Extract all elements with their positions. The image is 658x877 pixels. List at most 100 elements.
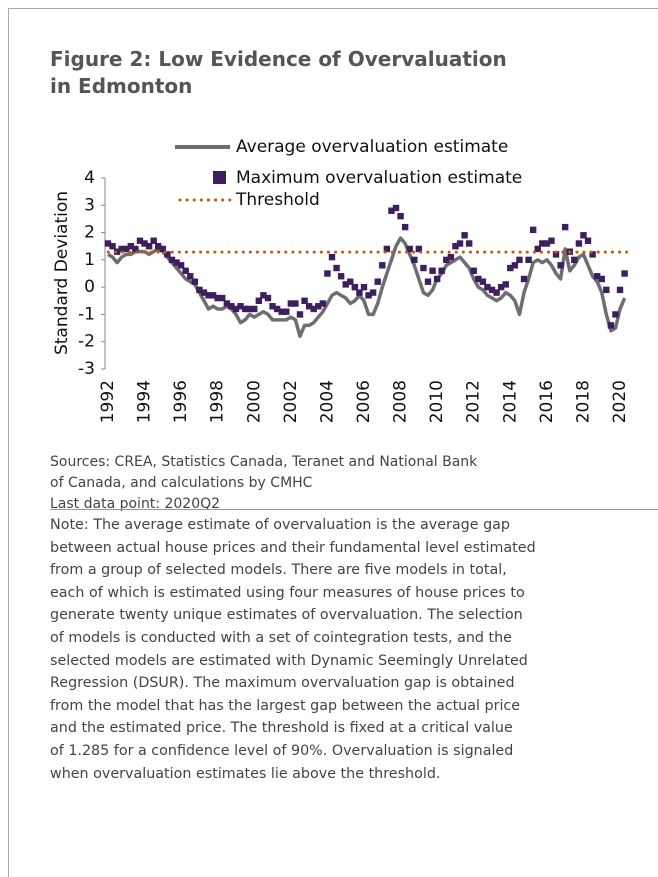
max-point (598, 275, 605, 283)
max-point (616, 286, 624, 294)
x-tick-label: 2010 (427, 380, 447, 423)
max-point (273, 305, 281, 313)
max-point (196, 286, 203, 294)
note-line: of models is conducted with a set of coi… (50, 629, 512, 646)
max-point (333, 264, 340, 272)
y-tick-label: 0 (84, 277, 95, 297)
max-point (548, 237, 555, 244)
legend-label: Average overvaluation estimate (236, 137, 508, 157)
max-point (145, 243, 153, 250)
max-point (525, 256, 532, 264)
panel-border (8, 8, 658, 877)
max-point (200, 289, 208, 296)
x-tick-label: 2000 (244, 380, 264, 423)
figure-title: Figure 2: Low Evidence of Overvaluation i… (50, 46, 507, 100)
title-line: Figure 2: Low Evidence of Overvaluation (50, 47, 507, 71)
max-point (301, 297, 308, 304)
max-point (150, 237, 157, 244)
max-point (246, 305, 253, 313)
note-line: from a group of selected models. There a… (50, 562, 507, 579)
max-point (155, 243, 162, 250)
max-point (603, 286, 610, 294)
max-point (315, 303, 322, 310)
max-point (461, 232, 468, 239)
max-point (296, 311, 304, 318)
max-point (356, 289, 363, 296)
x-tick-label: 1998 (208, 380, 228, 423)
max-point (516, 256, 523, 264)
max-point (337, 273, 345, 280)
max-point (369, 289, 377, 296)
x-tick-label: 1994 (135, 380, 155, 423)
max-point (136, 237, 144, 244)
max-point (342, 281, 349, 288)
max-point (287, 300, 295, 307)
max-point (401, 223, 409, 231)
max-point (123, 245, 130, 253)
max-point (552, 251, 560, 258)
max-point (392, 204, 400, 212)
max-point (429, 267, 436, 274)
legend-square (213, 171, 226, 184)
max-point (511, 262, 519, 269)
max-point (507, 264, 514, 272)
max-point (383, 245, 391, 253)
x-tick-label: 1996 (171, 380, 191, 423)
max-point (310, 305, 317, 313)
max-point (269, 303, 276, 310)
max-point (557, 262, 564, 269)
max-point (132, 245, 139, 253)
source-line: Sources: CREA, Statistics Canada, Terane… (50, 454, 478, 470)
max-point (443, 256, 450, 264)
max-point (607, 322, 615, 329)
x-tick-label: 2012 (464, 380, 484, 423)
y-tick-label: -3 (78, 359, 95, 379)
max-point (260, 292, 267, 299)
max-point (109, 243, 116, 250)
note-line: Note: The average estimate of overvaluat… (50, 517, 510, 533)
title-line: in Edmonton (50, 74, 193, 98)
max-point (237, 303, 244, 310)
max-point (397, 213, 404, 220)
max-point (539, 240, 546, 247)
max-point (433, 275, 441, 283)
legend-label: Maximum overvaluation estimate (236, 168, 522, 188)
max-point (493, 289, 500, 296)
max-point (534, 245, 541, 253)
max-point (497, 283, 505, 291)
max-point (465, 240, 473, 247)
max-point (475, 275, 482, 283)
note-line: between actual house prices and their fu… (50, 539, 536, 556)
x-tick-label: 2016 (537, 380, 557, 423)
note-line: when overvaluation estimates lie above t… (50, 765, 441, 782)
sources: Sources: CREA, Statistics Canada, Terane… (50, 452, 477, 515)
max-point (360, 283, 368, 291)
x-tick-label: 2008 (391, 380, 411, 423)
max-point (328, 253, 336, 261)
max-point (228, 303, 235, 310)
max-point (324, 270, 331, 277)
max-point (223, 300, 231, 307)
y-tick-label: -2 (78, 332, 95, 352)
note-line: selected models are estimated with Dynam… (50, 652, 528, 669)
max-point (141, 240, 148, 247)
x-tick-label: 2002 (281, 380, 301, 423)
y-tick-label: 3 (84, 195, 95, 215)
max-point (593, 273, 601, 280)
max-point (278, 308, 285, 315)
x-tick-label: 2004 (317, 380, 337, 423)
max-point (127, 243, 135, 250)
max-point (205, 292, 212, 299)
max-point (365, 292, 372, 299)
max-point (177, 262, 185, 269)
max-point (589, 251, 596, 258)
x-tick-label: 2014 (500, 380, 520, 423)
max-point (520, 275, 528, 283)
max-point (484, 283, 491, 291)
y-tick-label: 4 (84, 168, 95, 188)
max-point (264, 294, 272, 302)
y-tick-label: 2 (84, 223, 95, 243)
max-point (621, 270, 628, 277)
max-point (319, 300, 327, 307)
